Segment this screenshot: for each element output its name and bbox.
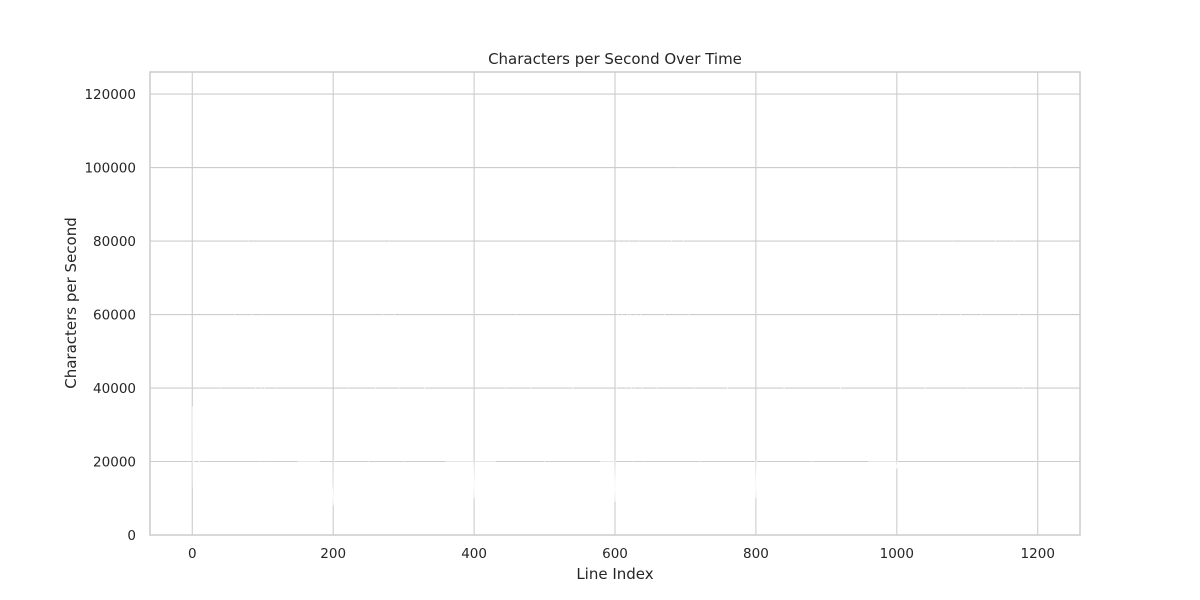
y-axis-ticks: 0 20000 40000 60000 80000 100000 120000	[84, 87, 136, 544]
x-tick-label: 1000	[880, 546, 914, 562]
y-tick-label: 20000	[93, 455, 136, 471]
x-axis-ticks: 0 200 400 600 800 1000 1200	[188, 546, 1055, 562]
x-tick-label: 200	[320, 546, 346, 562]
y-axis-label: Characters per Second	[62, 217, 80, 389]
series-line	[192, 167, 1038, 506]
x-tick-label: 0	[188, 546, 197, 562]
x-axis-label: Line Index	[576, 565, 653, 583]
y-tick-label: 40000	[93, 381, 136, 397]
x-tick-label: 400	[461, 546, 487, 562]
y-tick-label: 0	[127, 528, 136, 544]
y-tick-label: 100000	[84, 161, 136, 177]
x-tick-label: 800	[743, 546, 769, 562]
y-tick-label: 80000	[93, 234, 136, 250]
x-tick-label: 600	[602, 546, 628, 562]
y-tick-label: 60000	[93, 308, 136, 324]
chart-title: Characters per Second Over Time	[488, 50, 742, 68]
grid-lines	[150, 72, 1080, 535]
y-tick-label: 120000	[84, 87, 136, 103]
series-layer	[192, 167, 1038, 506]
plot-frame	[149, 71, 1081, 536]
x-tick-label: 1200	[1021, 546, 1055, 562]
